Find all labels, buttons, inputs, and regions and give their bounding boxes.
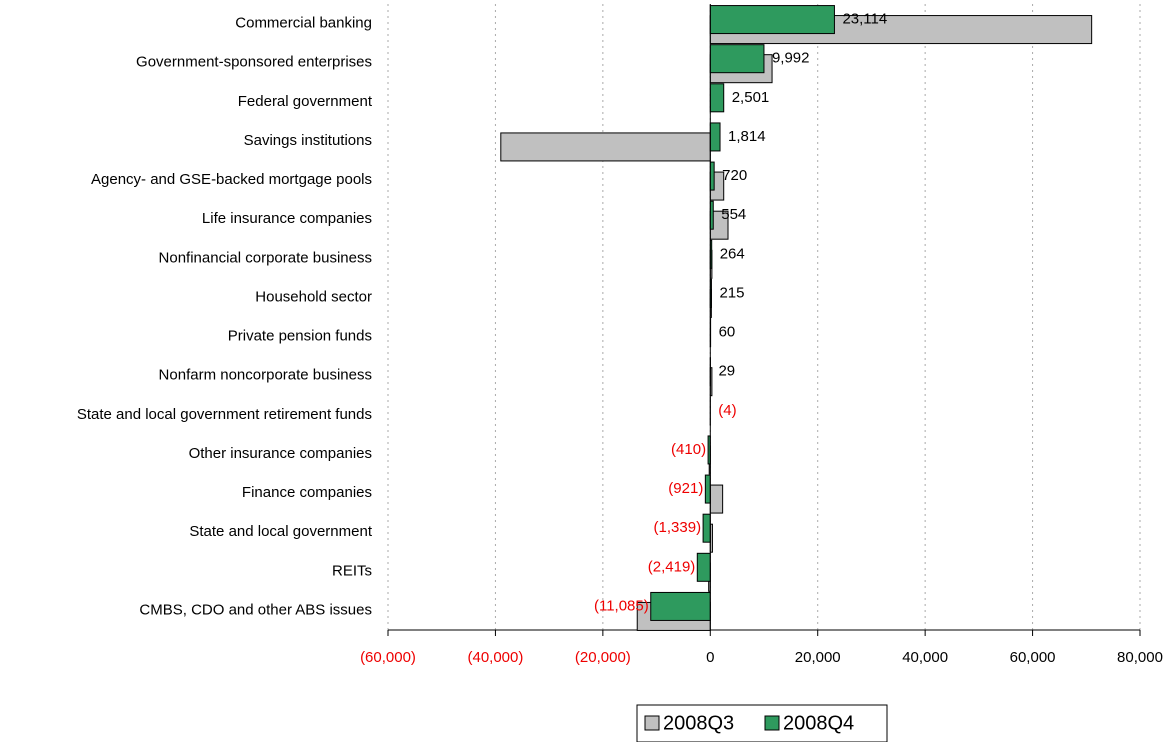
bar (651, 592, 711, 620)
category-label: REITs (332, 562, 372, 579)
x-tick-label: 80,000 (1117, 649, 1163, 666)
data-label: 29 (718, 363, 735, 380)
data-label: 264 (720, 245, 745, 262)
data-label: 60 (719, 324, 736, 341)
category-label: CMBS, CDO and other ABS issues (139, 601, 372, 618)
bar (703, 514, 710, 542)
category-label: State and local government (189, 523, 372, 540)
legend-label: 2008Q3 (663, 712, 734, 734)
category-label: Household sector (255, 288, 372, 305)
data-label: 720 (722, 167, 747, 184)
bar (710, 162, 714, 190)
data-label: 215 (719, 284, 744, 301)
x-tick-label: 60,000 (1010, 649, 1056, 666)
data-label: 9,992 (772, 50, 810, 67)
legend-swatch (765, 716, 779, 730)
bar (710, 485, 722, 513)
category-label: Commercial banking (235, 15, 372, 32)
data-label: (4) (718, 402, 736, 419)
x-tick-label: 0 (706, 649, 714, 666)
data-label: 23,114 (842, 11, 887, 28)
category-label: State and local government retirement fu… (77, 406, 372, 423)
category-label: Savings institutions (244, 132, 372, 149)
data-label: 1,814 (728, 128, 766, 145)
data-label: (2,419) (648, 558, 696, 575)
bar (705, 475, 710, 503)
bar (710, 123, 720, 151)
legend-swatch (645, 716, 659, 730)
data-label: (921) (668, 480, 703, 497)
category-label: Other insurance companies (189, 445, 372, 462)
legend-label: 2008Q4 (783, 712, 854, 734)
bar (697, 553, 710, 581)
x-tick-label: 20,000 (795, 649, 841, 666)
data-label: 2,501 (732, 89, 770, 106)
data-label: (11,085) (594, 597, 649, 614)
category-label: Federal government (238, 93, 373, 110)
category-label: Nonfarm noncorporate business (159, 367, 372, 384)
category-label: Life insurance companies (202, 210, 372, 227)
data-label: 554 (721, 206, 746, 223)
x-tick-label: (60,000) (360, 649, 416, 666)
x-tick-label: (40,000) (467, 649, 523, 666)
x-tick-label: 40,000 (902, 649, 948, 666)
bar (710, 6, 834, 34)
category-label: Private pension funds (228, 328, 372, 345)
category-label: Nonfinancial corporate business (159, 249, 372, 266)
category-label: Government-sponsored enterprises (136, 54, 372, 71)
bar (710, 45, 764, 73)
data-label: (1,339) (654, 519, 702, 536)
category-label: Finance companies (242, 484, 372, 501)
bar (710, 84, 723, 112)
category-label: Agency- and GSE-backed mortgage pools (91, 171, 372, 188)
x-tick-label: (20,000) (575, 649, 631, 666)
bar (501, 133, 710, 161)
data-label: (410) (671, 441, 706, 458)
